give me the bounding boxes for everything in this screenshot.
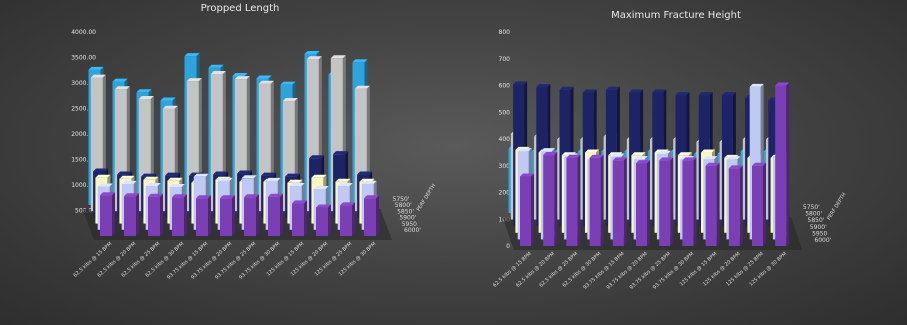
y-tick-label: 3000.00 — [71, 80, 96, 87]
y-tick-label: 4000.00 — [71, 29, 96, 36]
bar — [752, 162, 766, 246]
category-label: 93.75 klbs @ 20 BPM — [606, 251, 649, 291]
y-tick-label: 1500.00 — [71, 157, 96, 164]
category-label: 62.5 klbs @ 15 BPM — [72, 241, 113, 279]
y-tick-label: 600 — [499, 83, 511, 90]
depth-label: 5800' — [805, 211, 822, 218]
depth-label: 5850' — [808, 217, 825, 224]
bar — [659, 157, 674, 246]
y-tick-label: 500 — [499, 109, 511, 116]
depth-label: 5850' — [397, 208, 414, 215]
bar — [316, 204, 331, 236]
bar — [566, 154, 581, 246]
bar — [775, 82, 790, 246]
category-label: 93.75 klbs @ 30 BPM — [238, 241, 281, 281]
series-bars — [520, 82, 790, 246]
chart-title: Maximum Fracture Height — [611, 10, 741, 21]
depth-label: 5750' — [803, 204, 820, 211]
bar — [292, 200, 307, 236]
category-label: 93.75 klbs @ 25 BPM — [629, 251, 672, 291]
depth-axis-title: PERF DEPTH — [826, 192, 848, 222]
depth-label: 6000' — [814, 237, 831, 244]
bar — [636, 160, 650, 246]
chart-propped-length: Propped Length500.001000.001500.002000.0… — [71, 3, 437, 281]
category-label: 93.75 klbs @ 15 BPM — [582, 251, 625, 291]
bar — [172, 194, 187, 236]
bar — [244, 194, 259, 236]
depth-label: 5950 — [402, 221, 417, 228]
y-tick-label: 400 — [499, 136, 511, 143]
depth-label: 5900' — [810, 224, 827, 231]
chart-title: Propped Length — [201, 3, 280, 14]
depth-axis-title: PERF DEPTH — [416, 183, 438, 213]
y-tick-label: 3500.00 — [71, 55, 96, 62]
bar — [100, 192, 115, 236]
bar — [589, 154, 604, 246]
bar — [148, 193, 163, 236]
bar — [268, 193, 283, 236]
bar — [705, 162, 720, 246]
y-tick-label: 300 — [499, 163, 511, 170]
chart-maximum-fracture-height: Maximum Fracture Height01002003004005006… — [492, 10, 848, 291]
bar — [196, 195, 211, 236]
bar — [220, 195, 235, 236]
depth-label: 5800' — [395, 202, 412, 209]
bar — [124, 193, 139, 236]
category-label: 93.75 klbs @ 30 BPM — [652, 251, 695, 291]
category-label: 93.75 klbs @ 20 BPM — [190, 241, 233, 281]
y-tick-label: 0 — [506, 243, 510, 250]
category-label: 93.75 klbs @ 25 BPM — [214, 241, 257, 281]
depth-label: 6000' — [404, 227, 421, 234]
y-tick-label: 2500.00 — [71, 106, 96, 113]
series-bars — [100, 192, 379, 236]
y-tick-label: 200 — [499, 190, 511, 197]
bar — [682, 157, 697, 246]
category-label: 62.5 klbs @ 15 BPM — [492, 251, 533, 289]
bar — [543, 152, 558, 246]
bar — [364, 195, 379, 236]
y-tick-label: 1000.00 — [71, 182, 96, 189]
bar — [728, 165, 743, 246]
y-tick-label: 2000.00 — [71, 131, 96, 138]
depth-label: 5750' — [393, 196, 410, 203]
depth-label: 5950 — [812, 230, 827, 237]
y-tick-label: 800 — [499, 29, 511, 36]
bar — [612, 157, 627, 246]
category-label: 93.75 klbs @ 15 BPM — [166, 241, 209, 281]
bar — [340, 202, 355, 236]
depth-label: 5900' — [399, 215, 416, 222]
y-tick-label: 700 — [499, 56, 511, 63]
bar — [520, 173, 534, 246]
